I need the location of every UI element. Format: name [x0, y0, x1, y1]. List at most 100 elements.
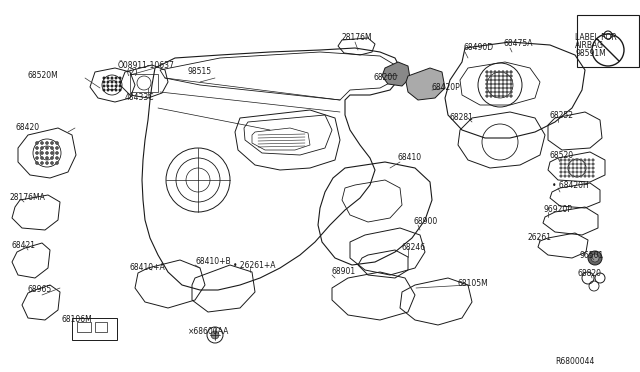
- Circle shape: [572, 163, 574, 165]
- Circle shape: [490, 75, 492, 77]
- Text: 68410+B: 68410+B: [195, 257, 230, 266]
- Text: AIRBAG: AIRBAG: [575, 42, 604, 51]
- Circle shape: [502, 75, 504, 77]
- Circle shape: [591, 254, 599, 262]
- Circle shape: [502, 79, 504, 81]
- Circle shape: [509, 75, 512, 77]
- Circle shape: [56, 157, 58, 160]
- Circle shape: [564, 171, 566, 173]
- Circle shape: [576, 171, 578, 173]
- Text: 68106M: 68106M: [62, 315, 93, 324]
- Circle shape: [576, 163, 578, 165]
- Circle shape: [40, 147, 44, 150]
- Circle shape: [506, 75, 508, 77]
- Text: (2): (2): [122, 68, 138, 77]
- Circle shape: [45, 157, 49, 160]
- Circle shape: [588, 171, 590, 173]
- Circle shape: [498, 87, 500, 89]
- Circle shape: [45, 161, 49, 164]
- Text: 68900: 68900: [413, 218, 437, 227]
- Text: 26261: 26261: [528, 234, 552, 243]
- Text: R6800044: R6800044: [555, 357, 595, 366]
- Circle shape: [486, 79, 488, 81]
- Circle shape: [564, 167, 566, 169]
- Bar: [577, 15, 639, 67]
- Circle shape: [103, 81, 105, 83]
- Circle shape: [560, 159, 562, 161]
- Circle shape: [509, 79, 512, 81]
- Circle shape: [502, 87, 504, 89]
- Circle shape: [506, 95, 508, 97]
- Circle shape: [40, 141, 44, 144]
- Bar: [95, 322, 107, 332]
- Circle shape: [580, 159, 582, 161]
- Text: 96920P: 96920P: [543, 205, 572, 215]
- Text: 68410: 68410: [398, 154, 422, 163]
- Circle shape: [119, 85, 121, 87]
- Circle shape: [584, 171, 586, 173]
- Circle shape: [493, 79, 496, 81]
- Text: 68281: 68281: [450, 113, 474, 122]
- Circle shape: [580, 167, 582, 169]
- Circle shape: [115, 89, 117, 91]
- Circle shape: [584, 167, 586, 169]
- Circle shape: [509, 95, 512, 97]
- Circle shape: [592, 163, 594, 165]
- Circle shape: [45, 151, 49, 154]
- Circle shape: [486, 83, 488, 85]
- Circle shape: [40, 161, 44, 164]
- Circle shape: [490, 95, 492, 97]
- Circle shape: [584, 159, 586, 161]
- Circle shape: [572, 167, 574, 169]
- Text: LABEL FOR: LABEL FOR: [575, 33, 617, 42]
- Bar: [130, 74, 158, 92]
- Circle shape: [493, 75, 496, 77]
- Circle shape: [35, 157, 38, 160]
- Circle shape: [115, 81, 117, 83]
- Circle shape: [56, 161, 58, 164]
- Circle shape: [506, 79, 508, 81]
- Circle shape: [35, 161, 38, 164]
- Circle shape: [51, 157, 54, 160]
- Circle shape: [498, 91, 500, 93]
- Circle shape: [560, 163, 562, 165]
- Circle shape: [119, 89, 121, 91]
- Circle shape: [498, 79, 500, 81]
- Text: ×68600AA: ×68600AA: [188, 327, 229, 337]
- Text: • 68420H: • 68420H: [552, 182, 589, 190]
- Circle shape: [51, 147, 54, 150]
- Text: Ö08911-10637: Ö08911-10637: [118, 61, 175, 70]
- Text: 68475A: 68475A: [504, 38, 534, 48]
- Text: 68420: 68420: [15, 124, 39, 132]
- Circle shape: [498, 75, 500, 77]
- Circle shape: [493, 87, 496, 89]
- Circle shape: [588, 167, 590, 169]
- Circle shape: [584, 175, 586, 177]
- Circle shape: [506, 91, 508, 93]
- Circle shape: [560, 175, 562, 177]
- Text: 68200: 68200: [373, 74, 397, 83]
- Circle shape: [509, 87, 512, 89]
- Circle shape: [111, 77, 113, 79]
- Circle shape: [580, 175, 582, 177]
- Circle shape: [502, 83, 504, 85]
- Text: 68420P: 68420P: [432, 83, 461, 93]
- Circle shape: [592, 175, 594, 177]
- Circle shape: [111, 81, 113, 83]
- Circle shape: [486, 75, 488, 77]
- Polygon shape: [406, 68, 445, 100]
- Circle shape: [572, 159, 574, 161]
- Circle shape: [486, 87, 488, 89]
- Circle shape: [580, 171, 582, 173]
- Circle shape: [486, 91, 488, 93]
- Text: 96501: 96501: [580, 250, 604, 260]
- Circle shape: [119, 77, 121, 79]
- Circle shape: [502, 91, 504, 93]
- Circle shape: [564, 159, 566, 161]
- Circle shape: [560, 171, 562, 173]
- Circle shape: [588, 251, 602, 265]
- Circle shape: [56, 141, 58, 144]
- Text: 68421: 68421: [12, 241, 36, 250]
- Circle shape: [498, 95, 500, 97]
- Circle shape: [572, 175, 574, 177]
